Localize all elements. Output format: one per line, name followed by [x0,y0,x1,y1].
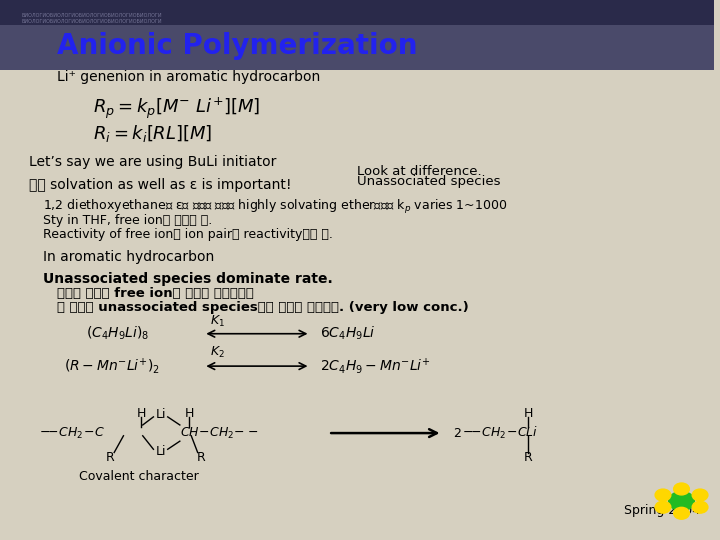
Text: Anionic Polymerization: Anionic Polymerization [57,32,418,60]
Circle shape [669,491,694,511]
Text: Spring 2004: Spring 2004 [624,504,701,517]
Text: БИОЛОГИОБИОЛОГИОБИОЛОГИОБИОЛОГИОБИОЛОГИ: БИОЛОГИОБИОЛОГИОБИОЛОГИОБИОЛОГИОБИОЛОГИ [22,12,162,18]
Text: 결국 solvation as well as ε is important!: 결국 solvation as well as ε is important! [29,178,291,192]
Circle shape [692,501,708,513]
Circle shape [674,483,689,495]
Text: Li: Li [156,408,166,421]
Text: БИОЛОГИОБИОЛОГИОБИОЛОГИОБИОЛОГИОБИОЛОГИ: БИОЛОГИОБИОЛОГИОБИОЛОГИОБИОЛОГИОБИОЛОГИ [22,19,162,24]
Text: Let’s say we are using BuLi initiator: Let’s say we are using BuLi initiator [29,155,276,169]
Text: $K_2$: $K_2$ [210,345,225,360]
Text: Sty in THF, free ion의 역할이 름.: Sty in THF, free ion의 역할이 름. [42,214,212,227]
Circle shape [692,489,708,501]
Text: In aromatic hydrocarbon: In aromatic hydrocarbon [42,250,214,264]
Text: $-\!\!-\!CH_2\!-\!C$: $-\!\!-\!CH_2\!-\!C$ [40,426,105,441]
Text: Unassociated species: Unassociated species [357,176,500,188]
Text: $2C_4H_9-Mn^{-}Li^{+}$: $2C_4H_9-Mn^{-}Li^{+}$ [320,356,431,376]
Text: $(C_4H_9Li)_8$: $(C_4H_9Li)_8$ [86,325,149,342]
Text: H: H [184,407,194,420]
Text: H: H [523,407,533,420]
Circle shape [655,489,671,501]
Text: $2$: $2$ [453,427,462,440]
Text: Reactivity of free ion이 ion pair의 reactivity보다 녀.: Reactivity of free ion이 ion pair의 reacti… [42,228,333,241]
Text: R: R [197,451,206,464]
FancyBboxPatch shape [0,0,714,70]
FancyBboxPatch shape [0,0,714,25]
Text: $R_p = k_p[M^{-}\ Li^{+}][M]$: $R_p = k_p[M^{-}\ Li^{+}][M]$ [93,95,260,121]
Text: $K_1$: $K_1$ [210,314,225,329]
Text: $R_i = k_i[RL][M]$: $R_i = k_i[RL][M]$ [93,124,212,144]
Text: Li⁺ genenion in aromatic hydrocarbon: Li⁺ genenion in aromatic hydrocarbon [57,70,320,84]
Text: Li: Li [156,446,166,458]
Text: R: R [523,451,533,464]
Text: 이 경우는 unassociated species만이 속도를 결정한다. (very low conc.): 이 경우는 unassociated species만이 속도를 결정한다. (… [57,301,469,314]
Circle shape [674,508,689,519]
Text: $-\!\!-\!CH_2\!-\!CLi$: $-\!\!-\!CH_2\!-\!CLi$ [462,425,539,441]
Circle shape [655,501,671,513]
Text: Look at difference.: Look at difference. [357,165,482,178]
Text: Unassociated species dominate rate.: Unassociated species dominate rate. [42,272,333,286]
Text: $6C_4H_9Li$: $6C_4H_9Li$ [320,325,375,342]
Text: 1,2 diethoxyethane은 ε을 낙추게 되지만 highly solvating ether이모로 k$_p$ varies 1~1000: 1,2 diethoxyethane은 ε을 낙추게 되지만 highly so… [42,198,507,216]
Text: 이전의 경우는 free ion이 속도를 결정했으나: 이전의 경우는 free ion이 속도를 결정했으나 [57,287,254,300]
Text: H: H [137,407,146,420]
Text: Covalent character: Covalent character [79,470,199,483]
Text: $CH\!-\!CH_2\!-\!-$: $CH\!-\!CH_2\!-\!-$ [180,426,258,441]
Text: R: R [107,451,115,464]
Text: $(R-Mn^{-}Li^{+})_2$: $(R-Mn^{-}Li^{+})_2$ [64,356,161,376]
